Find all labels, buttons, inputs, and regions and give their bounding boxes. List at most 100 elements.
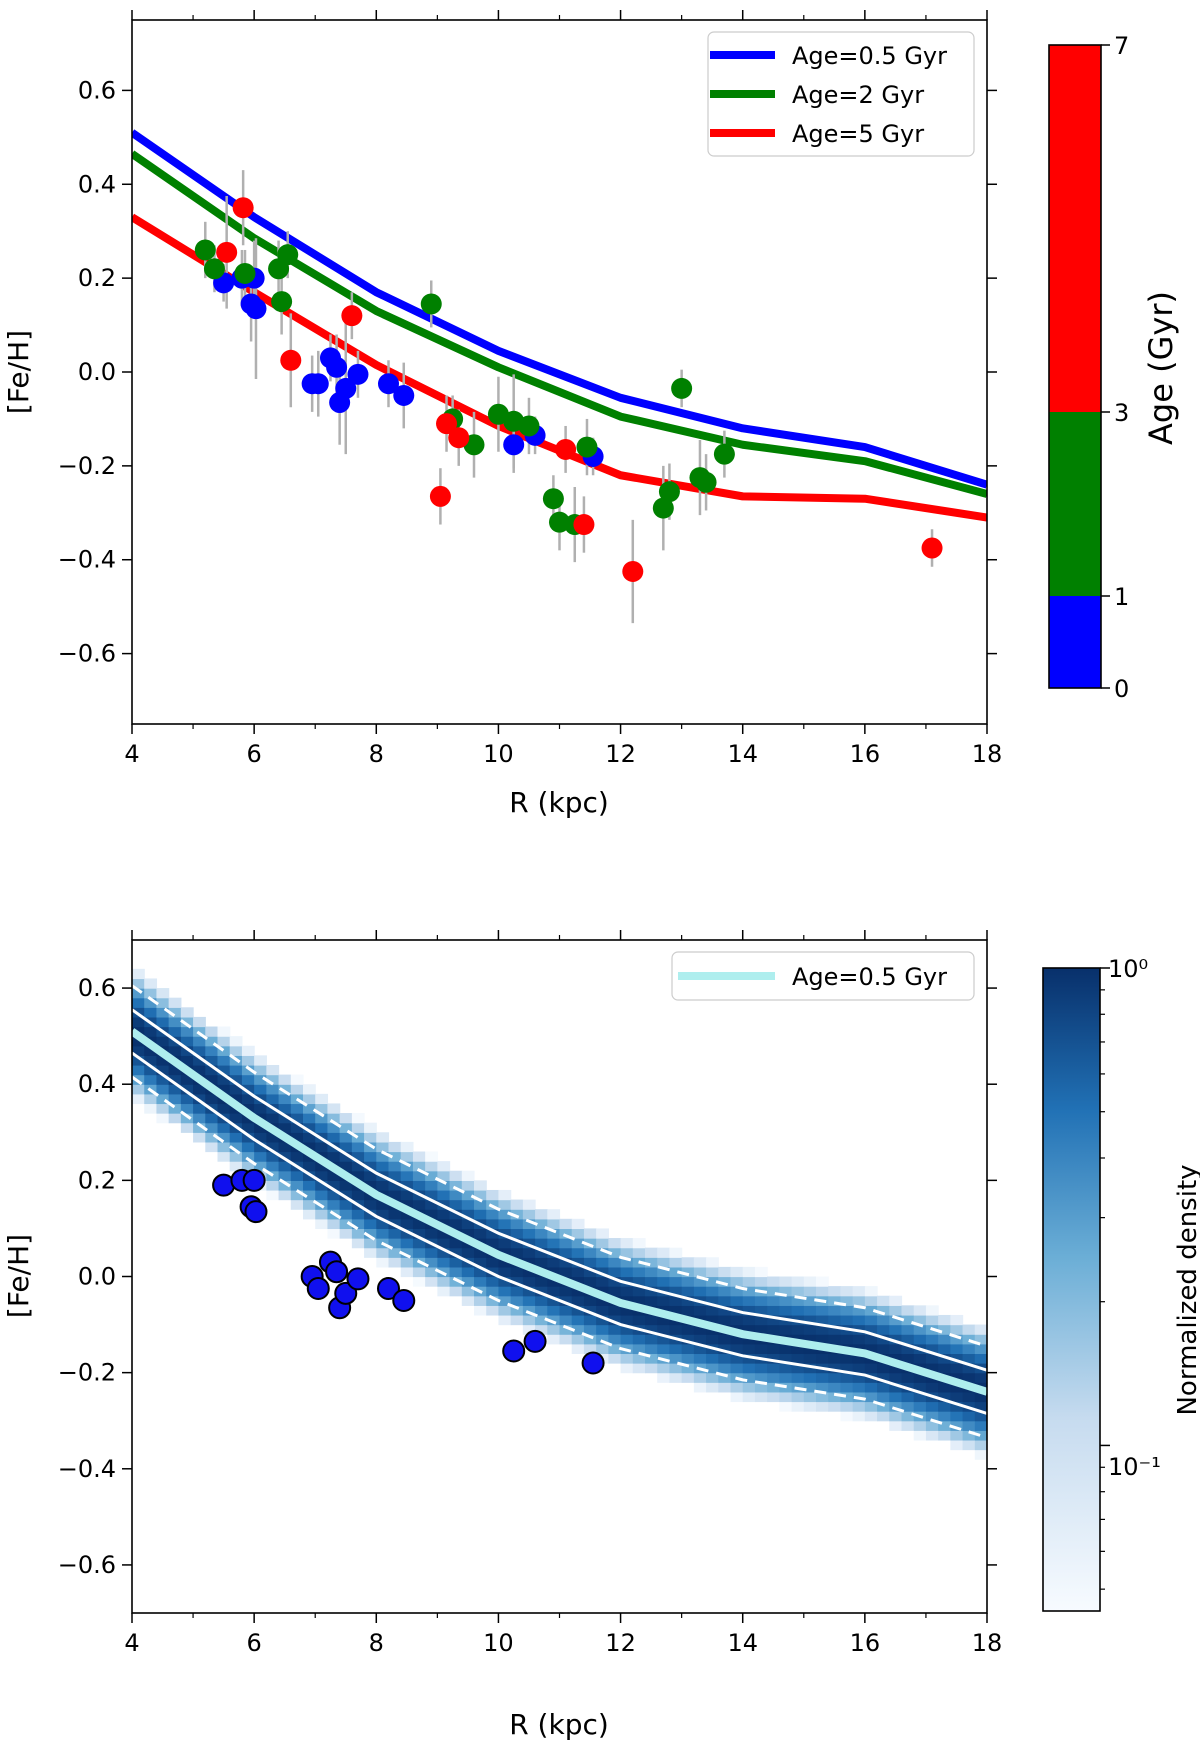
density-cell xyxy=(266,1074,280,1085)
density-cell xyxy=(412,1247,426,1258)
inner-envelope-lower xyxy=(132,1051,987,1415)
density-cell xyxy=(425,1228,438,1239)
density-cell xyxy=(168,1064,182,1076)
density-cell xyxy=(486,1305,500,1316)
density-cell xyxy=(364,1238,377,1249)
density-cell xyxy=(571,1305,585,1316)
density-cell xyxy=(547,1295,561,1306)
density-cell xyxy=(864,1363,878,1374)
density-cell xyxy=(229,1064,243,1076)
density-cell xyxy=(779,1353,793,1364)
top-y-tick-label: 0.4 xyxy=(78,170,116,198)
density-cell xyxy=(156,1007,170,1018)
density-cell xyxy=(828,1286,842,1297)
bottom-x-tick-label: 6 xyxy=(247,1629,262,1657)
density-cell xyxy=(241,1084,255,1095)
density-cell xyxy=(449,1180,463,1191)
density-cell xyxy=(132,1084,145,1095)
density-cell xyxy=(229,1093,243,1105)
density-cell xyxy=(180,1045,194,1056)
density-cell xyxy=(376,1180,390,1191)
density-cell xyxy=(339,1132,353,1143)
density-cell xyxy=(193,1045,206,1056)
young-star-point xyxy=(523,1329,547,1353)
density-cell xyxy=(950,1353,964,1364)
data-point-young xyxy=(347,363,369,385)
density-cell xyxy=(791,1363,805,1374)
density-cell xyxy=(571,1334,585,1345)
density-cell xyxy=(278,1141,292,1153)
density-cell xyxy=(645,1286,658,1297)
density-cell xyxy=(132,1055,145,1066)
density-cell xyxy=(474,1199,487,1210)
density-cell xyxy=(718,1295,732,1306)
density-cell xyxy=(718,1372,732,1383)
density-cell xyxy=(828,1353,842,1364)
density-cell xyxy=(486,1189,500,1201)
density-cell xyxy=(449,1238,463,1249)
density-cell xyxy=(950,1372,964,1383)
bottom-x-tick-label: 8 xyxy=(369,1629,384,1657)
density-cell xyxy=(816,1401,829,1412)
density-cell xyxy=(254,1161,267,1172)
density-cell xyxy=(596,1324,609,1335)
density-cell xyxy=(510,1247,524,1258)
density-cell xyxy=(156,1074,170,1085)
model-line-density-age-0-5 xyxy=(132,1028,987,1396)
density-cell xyxy=(767,1276,780,1287)
density-cell xyxy=(535,1295,548,1306)
density-cell xyxy=(144,1093,158,1105)
data-point-old xyxy=(216,241,238,263)
density-cell xyxy=(315,1209,329,1220)
density-cell xyxy=(303,1209,316,1220)
density-cell xyxy=(706,1305,719,1316)
density-cell xyxy=(522,1218,536,1230)
density-cell xyxy=(303,1084,316,1095)
density-cell xyxy=(742,1314,756,1326)
density-cell xyxy=(962,1411,976,1422)
density-cell xyxy=(315,1103,329,1114)
density-cell xyxy=(339,1122,353,1133)
density-cell xyxy=(498,1228,512,1239)
density-cell xyxy=(877,1305,890,1316)
density-cell xyxy=(693,1372,707,1383)
density-cell xyxy=(425,1151,438,1162)
density-cell xyxy=(156,1093,170,1105)
density-cell xyxy=(290,1170,304,1181)
density-cell xyxy=(864,1286,878,1297)
density-cell xyxy=(217,1141,231,1153)
colorbar-label-age: Age (Gyr) xyxy=(1142,291,1180,445)
density-cell xyxy=(669,1372,683,1383)
density-cell xyxy=(535,1286,548,1297)
density-cell xyxy=(693,1286,707,1297)
density-cell xyxy=(840,1372,854,1383)
density-cell xyxy=(510,1218,524,1230)
density-cell xyxy=(852,1411,866,1422)
density-cell xyxy=(730,1353,744,1364)
density-cell xyxy=(864,1401,878,1412)
density-cell xyxy=(950,1391,964,1403)
density-cell xyxy=(205,1045,219,1056)
density-cell xyxy=(877,1363,890,1374)
density-cell xyxy=(816,1305,829,1316)
young-star-point xyxy=(325,1260,349,1284)
density-cell xyxy=(339,1209,353,1220)
density-cell xyxy=(156,1084,170,1095)
density-cell xyxy=(962,1334,976,1345)
density-cell xyxy=(913,1353,927,1364)
density-cell xyxy=(803,1353,817,1364)
density-cell xyxy=(351,1209,365,1220)
density-cell xyxy=(803,1382,817,1393)
density-cell xyxy=(693,1266,707,1278)
density-cell xyxy=(583,1343,597,1355)
density-cell xyxy=(950,1430,964,1441)
density-cell xyxy=(400,1161,414,1172)
density-cell xyxy=(168,1084,182,1095)
density-cell xyxy=(742,1391,756,1403)
density-cell xyxy=(645,1353,658,1364)
density-cell xyxy=(241,1161,255,1172)
density-cell xyxy=(938,1401,951,1412)
density-cell xyxy=(913,1314,927,1326)
density-cell xyxy=(449,1247,463,1258)
density-cell xyxy=(474,1209,487,1220)
